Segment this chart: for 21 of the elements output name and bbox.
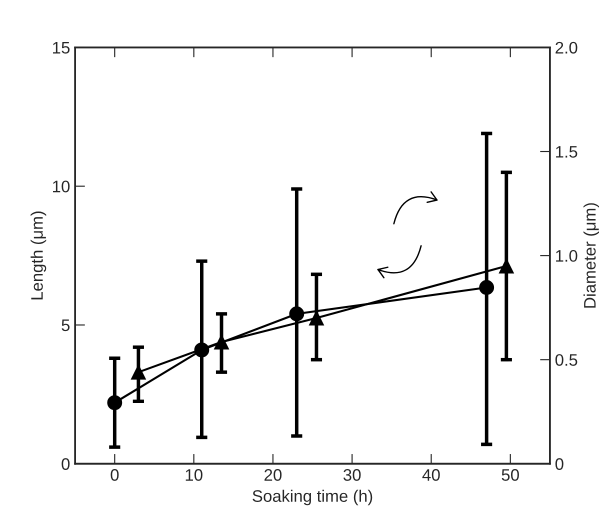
- point: [289, 306, 304, 322]
- x-tick-label: 0: [110, 469, 119, 481]
- y2-tick-label: 1.0: [556, 250, 578, 262]
- x-axis-title: Soaking time (h): [252, 490, 372, 506]
- y-tick-label: 5: [62, 320, 70, 332]
- x-tick-label: 30: [343, 469, 361, 481]
- y2-tick-label: 1.5: [556, 146, 578, 158]
- point: [107, 395, 122, 410]
- y2-tick-label: 2.0: [556, 42, 578, 54]
- x-tick-label: 20: [264, 469, 282, 481]
- y-tick-label: 15: [53, 42, 70, 54]
- y2-tick-label: 0.5: [555, 354, 578, 366]
- y-tick-label: 0: [62, 458, 70, 470]
- y-tick-label: 10: [53, 180, 70, 192]
- y-axis-title: Length (μm): [30, 212, 46, 300]
- x-tick-label: 10: [186, 469, 202, 481]
- y2-tick-label: 0: [555, 458, 564, 470]
- x-tick-label: 50: [502, 469, 519, 481]
- y2-axis-title: Diameter (μm): [584, 203, 600, 308]
- x-tick-label: 40: [422, 469, 440, 481]
- point: [479, 280, 494, 295]
